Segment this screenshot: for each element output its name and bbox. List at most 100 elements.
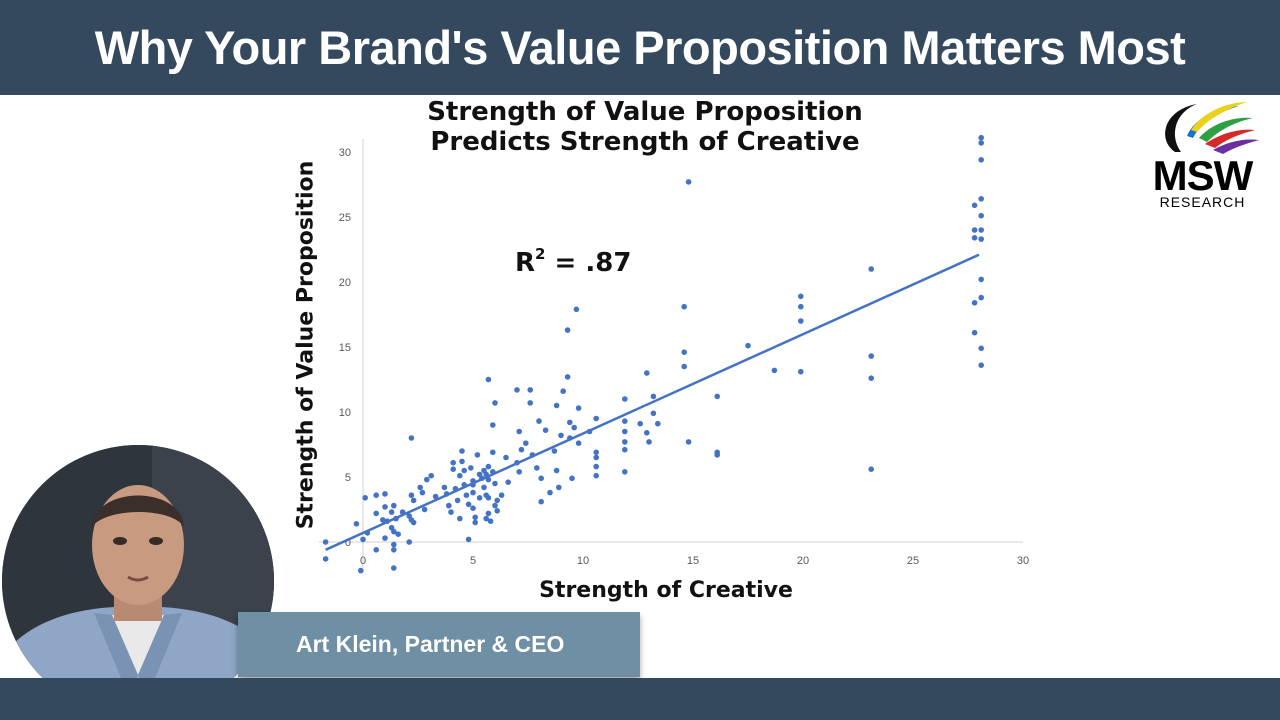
data-point — [395, 531, 402, 537]
data-point — [622, 469, 628, 475]
data-point — [474, 452, 481, 458]
data-point — [494, 497, 501, 504]
data-point — [483, 515, 490, 522]
data-point — [476, 495, 483, 501]
data-point — [593, 472, 599, 479]
data-point — [971, 329, 978, 336]
data-point — [971, 300, 978, 306]
data-point — [553, 467, 560, 474]
r-squared-prefix: R — [515, 248, 536, 278]
data-point — [714, 452, 720, 458]
data-point — [542, 427, 549, 434]
data-point — [650, 393, 657, 400]
data-point — [470, 505, 476, 512]
data-point — [593, 454, 599, 461]
data-point — [454, 497, 461, 504]
data-point — [505, 479, 512, 486]
x-tick-label: 10 — [577, 555, 589, 567]
data-point — [492, 480, 498, 487]
data-point — [472, 519, 479, 526]
data-point — [380, 517, 386, 523]
data-point — [485, 495, 492, 501]
y-tick-label: 25 — [339, 212, 351, 224]
x-tick-label: 15 — [687, 555, 699, 567]
logo-arcs-icon — [1165, 102, 1259, 154]
data-point — [681, 303, 687, 310]
data-point — [558, 432, 564, 439]
x-tick-label: 20 — [797, 555, 809, 567]
data-point — [978, 362, 984, 369]
data-point — [485, 376, 492, 383]
data-point — [516, 428, 522, 435]
data-point — [494, 508, 501, 514]
msw-research-logo: MSW RESEARCH — [1135, 100, 1270, 212]
x-tick-label: 25 — [907, 555, 919, 567]
data-point — [459, 448, 465, 454]
data-point — [622, 396, 628, 402]
data-point — [798, 293, 804, 300]
data-point — [461, 467, 468, 474]
chart-tick-labels: 0 5 10 15 20 25 30 0 5 10 15 20 25 30 — [339, 147, 1029, 567]
presenter-name-plate: Art Klein, Partner & CEO — [238, 612, 640, 677]
r-squared-value: = .87 — [545, 248, 632, 278]
x-tick-label: 5 — [470, 555, 476, 567]
data-point — [432, 493, 439, 500]
data-point — [421, 506, 428, 513]
chart-title-line-1: Strength of Value Proposition — [427, 97, 863, 127]
data-point — [391, 541, 397, 548]
data-point — [564, 374, 571, 380]
x-axis-label: Strength of Creative — [539, 578, 793, 603]
data-point — [417, 484, 424, 491]
data-point — [465, 501, 472, 508]
data-point — [868, 466, 874, 473]
data-point — [457, 515, 463, 522]
data-point — [448, 509, 454, 515]
data-point — [978, 276, 984, 283]
data-point — [408, 435, 415, 441]
data-point — [441, 484, 448, 491]
data-point — [485, 510, 492, 517]
data-point — [978, 236, 984, 242]
data-point — [527, 387, 533, 393]
data-point — [391, 547, 397, 553]
data-point — [492, 400, 498, 406]
data-point — [353, 521, 360, 527]
data-point — [556, 484, 562, 491]
data-point — [798, 318, 804, 324]
data-point — [547, 489, 553, 496]
logo-subtitle: RESEARCH — [1159, 194, 1246, 210]
data-point — [322, 556, 329, 562]
data-point — [868, 353, 874, 359]
trendline — [325, 253, 980, 551]
data-point — [650, 410, 657, 417]
data-point — [644, 370, 650, 376]
data-point — [868, 375, 874, 382]
data-point — [655, 420, 661, 427]
data-point — [798, 303, 804, 310]
data-point — [485, 463, 492, 470]
data-point — [373, 492, 380, 499]
data-point — [419, 489, 426, 496]
data-point — [622, 446, 628, 453]
data-point — [622, 439, 628, 445]
y-tick-label: 30 — [339, 147, 351, 159]
title-bar: Why Your Brand's Value Proposition Matte… — [0, 0, 1280, 95]
data-point — [646, 439, 652, 445]
data-point — [593, 463, 599, 470]
r-squared-annotation: R2 = .87 — [515, 245, 631, 278]
data-point — [382, 491, 388, 497]
data-point — [978, 196, 984, 202]
data-point — [450, 466, 457, 473]
data-point — [465, 536, 472, 543]
data-point — [408, 492, 415, 499]
data-point — [538, 498, 544, 505]
data-point — [593, 415, 599, 422]
data-point — [391, 528, 397, 535]
data-point — [644, 430, 650, 436]
y-tick-label: 0 — [345, 537, 351, 549]
data-point — [622, 418, 628, 424]
data-point — [362, 495, 369, 501]
x-tick-label: 0 — [360, 555, 366, 567]
y-tick-label: 20 — [339, 277, 351, 289]
data-point — [481, 484, 487, 491]
